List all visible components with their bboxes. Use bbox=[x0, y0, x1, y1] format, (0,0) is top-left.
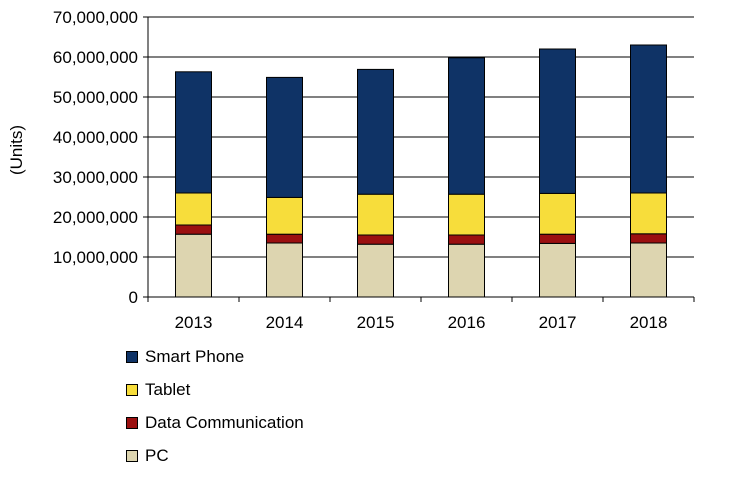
legend: Smart Phone Tablet Data Communication PC bbox=[126, 340, 304, 472]
bar-tablet-2018 bbox=[630, 192, 667, 235]
legend-swatch-tablet bbox=[126, 383, 138, 396]
y-tick-label: 50,000,000 bbox=[53, 88, 138, 107]
y-axis-tick-labels: 0 10,000,000 20,000,000 30,000,000 40,000,00… bbox=[53, 8, 138, 307]
y-tick-label: 40,000,000 bbox=[53, 128, 138, 147]
bar-pc-2018 bbox=[630, 242, 667, 298]
legend-label-data-communication: Data Communication bbox=[145, 412, 304, 432]
bar-tablet-2014 bbox=[266, 196, 303, 235]
legend-item-data-communication: Data Communication bbox=[126, 406, 304, 439]
axes bbox=[147, 17, 694, 298]
bar-smart-phone-2015 bbox=[357, 68, 394, 195]
y-tick-label: 20,000,000 bbox=[53, 208, 138, 227]
stacked-bar-chart: 0 10,000,000 20,000,000 30,000,000 40,000,00… bbox=[7, 8, 695, 332]
bar-tablet-2017 bbox=[539, 192, 576, 235]
legend-item-pc: PC bbox=[126, 439, 304, 472]
y-tick-label: 10,000,000 bbox=[53, 248, 138, 267]
gridlines bbox=[143, 16, 695, 302]
bar-data-communication-2014 bbox=[266, 233, 303, 244]
y-tick-label: 70,000,000 bbox=[53, 8, 138, 27]
x-tick-label: 2016 bbox=[448, 313, 486, 332]
bar-data-communication-2017 bbox=[539, 233, 576, 244]
legend-item-tablet: Tablet bbox=[126, 373, 304, 406]
bar-data-communication-2016 bbox=[448, 234, 485, 245]
bar-pc-2013 bbox=[175, 233, 212, 298]
bar-smart-phone-2018 bbox=[630, 44, 667, 194]
x-tick-label: 2017 bbox=[539, 313, 577, 332]
y-tick-label: 0 bbox=[129, 288, 138, 307]
x-tick-label: 2018 bbox=[630, 313, 668, 332]
x-tick-label: 2013 bbox=[175, 313, 213, 332]
bar-pc-2017 bbox=[539, 242, 576, 298]
bar-tablet-2016 bbox=[448, 193, 485, 236]
bar-data-communication-2013 bbox=[175, 224, 212, 235]
legend-label-tablet: Tablet bbox=[145, 379, 191, 399]
y-tick-label: 60,000,000 bbox=[53, 48, 138, 67]
bar-tablet-2015 bbox=[357, 193, 394, 236]
bar-smart-phone-2014 bbox=[266, 76, 303, 198]
bar-pc-2015 bbox=[357, 243, 394, 298]
legend-swatch-smart-phone bbox=[126, 350, 138, 363]
legend-swatch-data-communication bbox=[126, 416, 138, 429]
bar-pc-2014 bbox=[266, 242, 303, 298]
x-tick-label: 2014 bbox=[266, 313, 304, 332]
bar-smart-phone-2013 bbox=[175, 71, 212, 194]
legend-item-smart-phone: Smart Phone bbox=[126, 340, 304, 373]
bar-smart-phone-2016 bbox=[448, 57, 485, 195]
x-tick-label: 2015 bbox=[357, 313, 395, 332]
bar-tablet-2013 bbox=[175, 192, 212, 226]
y-tick-label: 30,000,000 bbox=[53, 168, 138, 187]
bar-data-communication-2015 bbox=[357, 234, 394, 245]
y-axis-label: (Units) bbox=[7, 125, 26, 175]
bars bbox=[175, 44, 667, 298]
bar-data-communication-2018 bbox=[630, 233, 667, 244]
x-axis-tick-labels: 2013 2014 2015 2016 2017 2018 bbox=[175, 313, 668, 332]
legend-swatch-pc bbox=[126, 449, 138, 462]
legend-label-pc: PC bbox=[145, 445, 169, 465]
legend-label-smart-phone: Smart Phone bbox=[145, 346, 245, 366]
bar-smart-phone-2017 bbox=[539, 48, 576, 194]
bar-pc-2016 bbox=[448, 243, 485, 298]
